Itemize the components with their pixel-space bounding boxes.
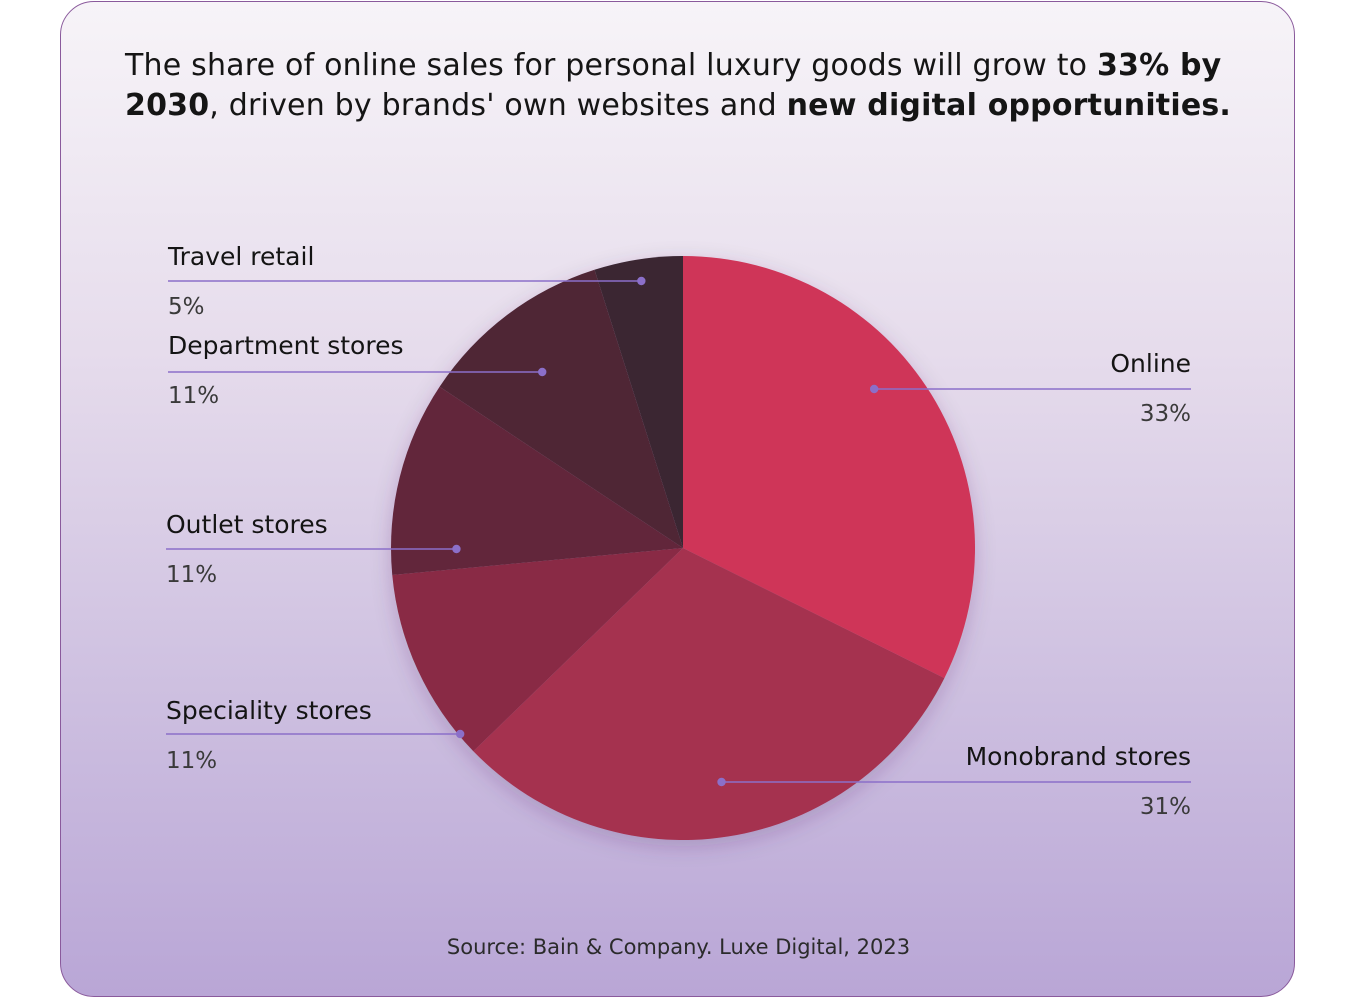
headline-bold-phrase: new digital opportunities. (786, 88, 1232, 123)
slice-value-monobrand-stores: 31% (1140, 794, 1191, 820)
slice-value-speciality-stores: 11% (166, 748, 217, 774)
headline: The share of online sales for personal l… (125, 46, 1235, 126)
source-note: Source: Bain & Company. Luxe Digital, 20… (446, 935, 911, 959)
slice-value-travel-retail: 5% (168, 294, 205, 320)
slice-value-outlet-stores: 11% (166, 562, 217, 588)
leader-dot-travel-retail (637, 276, 646, 286)
leader-dot-department-stores (538, 367, 547, 377)
slice-label-travel-retail: Travel retail (167, 242, 314, 271)
slice-label-speciality-stores: Speciality stores (166, 696, 372, 725)
leader-dot-online (869, 384, 879, 394)
headline-bold-stat: 33% by 2030 (125, 48, 1222, 123)
pie-slice-online (683, 256, 976, 679)
leader-dot-speciality-stores (455, 729, 465, 739)
headline-part2: , driven by brands' own websites and (209, 88, 787, 123)
pie-slice-department-stores (439, 269, 683, 548)
slice-value-department-stores: 11% (168, 383, 219, 409)
leader-dot-outlet-stores (452, 544, 461, 554)
slice-value-online: 33% (1140, 401, 1191, 427)
pie-slice-monobrand-stores (473, 548, 945, 841)
pie-slice-speciality-stores (392, 548, 683, 752)
headline-part1: The share of online sales for personal l… (125, 48, 1097, 83)
slice-label-monobrand-stores: Monobrand stores (966, 742, 1191, 771)
pie-chart: Online 33% Monobrand stores 31% Speciality s… (166, 242, 1191, 841)
pie-slice-outlet-stores (391, 386, 683, 575)
infographic-card: The share of online sales for personal l… (60, 1, 1295, 997)
leader-dot-monobrand-stores (717, 777, 726, 787)
slice-label-outlet-stores: Outlet stores (166, 510, 328, 539)
pie-slices (391, 256, 976, 841)
pie-slice-travel-retail (594, 256, 683, 548)
slice-label-department-stores: Department stores (168, 331, 404, 360)
slice-label-online: Online (1110, 349, 1191, 378)
